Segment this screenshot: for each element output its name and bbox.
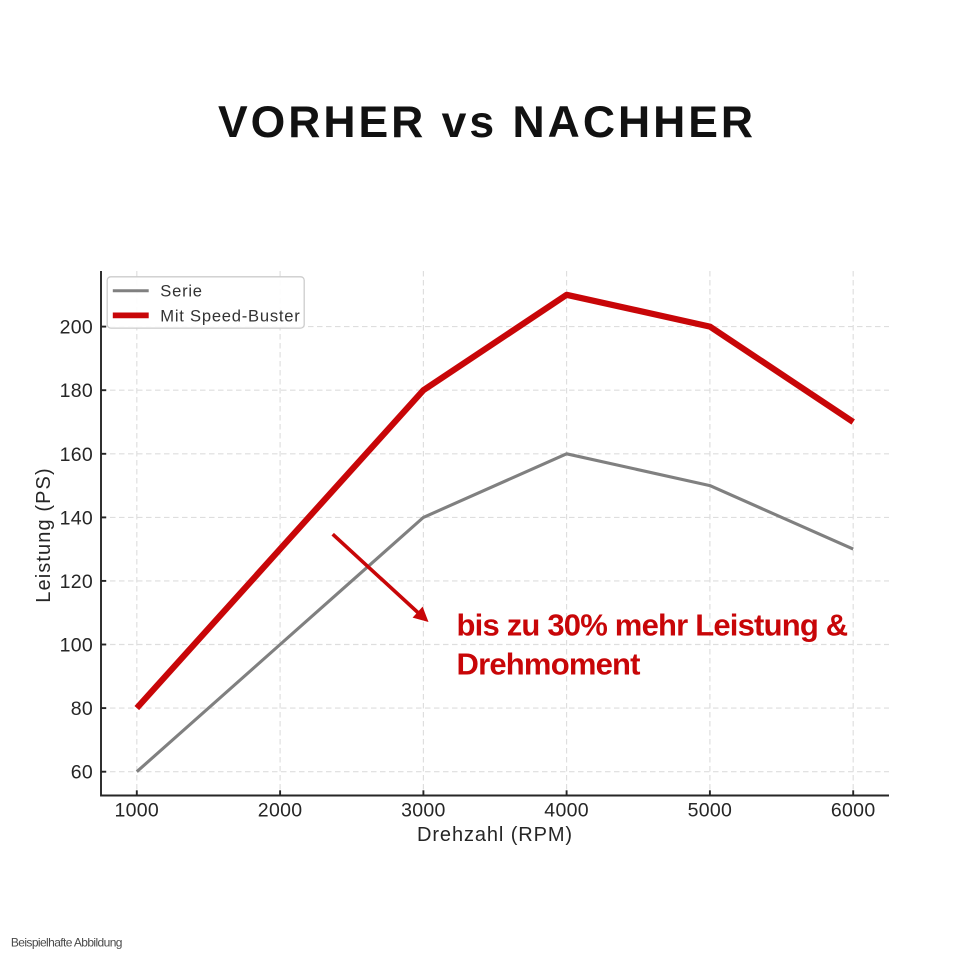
svg-text:180: 180 <box>60 380 93 402</box>
svg-text:140: 140 <box>60 507 93 529</box>
svg-text:Leistung (PS): Leistung (PS) <box>33 467 55 602</box>
svg-text:2000: 2000 <box>258 800 303 822</box>
svg-text:5000: 5000 <box>688 800 733 822</box>
svg-text:200: 200 <box>60 317 93 339</box>
svg-text:6000: 6000 <box>831 800 876 822</box>
svg-text:Beispielhafte Abbildung: Beispielhafte Abbildung <box>11 936 122 950</box>
svg-text:bis zu 30% mehr Leistung &: bis zu 30% mehr Leistung & <box>457 608 848 643</box>
svg-text:Drehmoment: Drehmoment <box>457 647 641 682</box>
svg-text:1000: 1000 <box>115 800 160 822</box>
svg-text:80: 80 <box>71 698 93 720</box>
svg-text:Drehzahl (RPM): Drehzahl (RPM) <box>417 824 573 846</box>
svg-text:VORHER vs NACHHER: VORHER vs NACHHER <box>218 98 756 147</box>
svg-text:Serie: Serie <box>160 282 203 301</box>
svg-text:60: 60 <box>71 762 93 784</box>
svg-text:100: 100 <box>60 635 93 657</box>
svg-text:120: 120 <box>60 571 93 593</box>
svg-text:160: 160 <box>60 444 93 466</box>
svg-text:Mit Speed-Buster: Mit Speed-Buster <box>160 306 300 325</box>
svg-text:4000: 4000 <box>544 800 589 822</box>
svg-text:3000: 3000 <box>401 800 446 822</box>
